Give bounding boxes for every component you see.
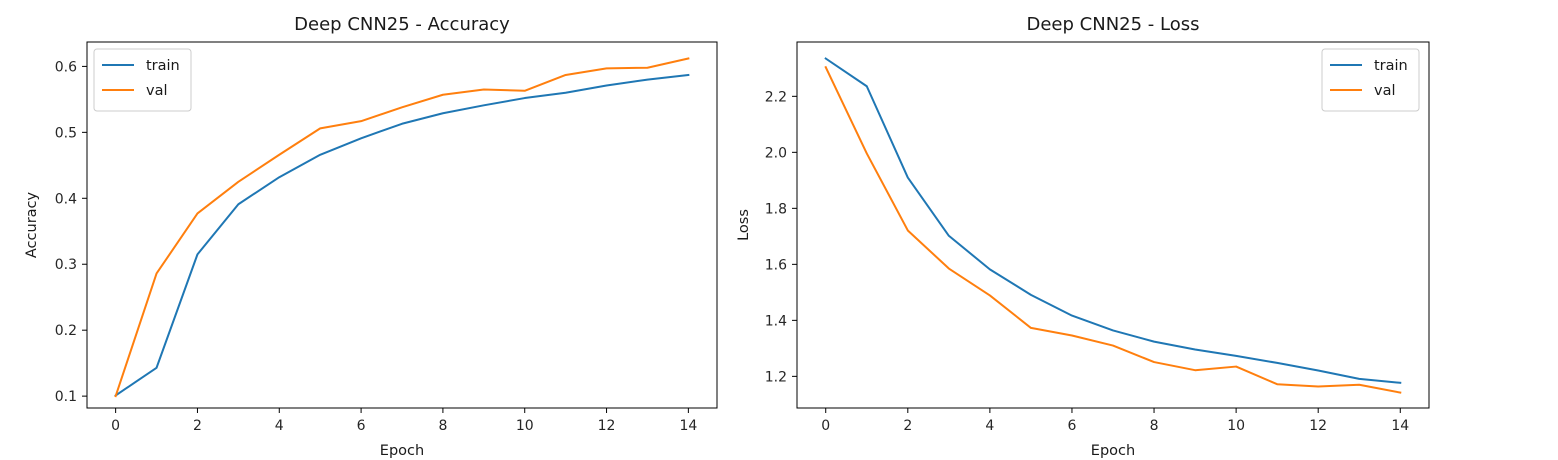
x-tick-label: 14 bbox=[679, 418, 697, 434]
x-tick-label: 8 bbox=[1150, 418, 1159, 434]
y-tick-label: 2.2 bbox=[765, 89, 787, 105]
x-tick-label: 12 bbox=[1309, 418, 1327, 434]
y-tick-label: 0.1 bbox=[55, 389, 77, 405]
accuracy-chart: 0 2 4 6 8 10 12 14 0.1 0.2 0.3 0.4 0.5 0.6 Deep CNN25 … bbox=[24, 14, 718, 459]
y-tick-label: 0.3 bbox=[55, 257, 77, 273]
x-tick-label: 6 bbox=[357, 418, 366, 434]
x-tick-label: 4 bbox=[985, 418, 994, 434]
y-tick-label: 1.6 bbox=[765, 257, 787, 273]
legend-label-train: train bbox=[1374, 58, 1408, 74]
y-axis-label: Loss bbox=[736, 209, 752, 241]
x-tick-label: 2 bbox=[193, 418, 202, 434]
x-tick-label: 0 bbox=[821, 418, 830, 434]
x-axis-label: Epoch bbox=[380, 443, 424, 459]
y-tick-label: 0.2 bbox=[55, 323, 77, 339]
x-axis-label: Epoch bbox=[1091, 443, 1135, 459]
series-line-train bbox=[114, 73, 690, 397]
axes-frame bbox=[796, 41, 1430, 409]
x-tick-label: 4 bbox=[275, 418, 284, 434]
series-line-val bbox=[114, 57, 690, 398]
x-tick-label: 6 bbox=[1068, 418, 1077, 434]
y-tick-label: 0.6 bbox=[55, 59, 77, 75]
chart-title: Deep CNN25 - Loss bbox=[1027, 14, 1200, 35]
x-tick-label: 12 bbox=[598, 418, 616, 434]
legend-label-val: val bbox=[1374, 83, 1396, 99]
loss-chart: 0 2 4 6 8 10 12 14 1.2 1.4 1.6 1.8 2.0 2.2 Deep CNN25 … bbox=[736, 14, 1430, 459]
y-tick-label: 1.2 bbox=[765, 369, 787, 385]
x-tick-label: 14 bbox=[1391, 418, 1409, 434]
x-tick-label: 10 bbox=[1227, 418, 1245, 434]
legend: train val bbox=[1321, 48, 1420, 112]
y-tick-label: 0.4 bbox=[55, 191, 77, 207]
chart-title: Deep CNN25 - Accuracy bbox=[294, 14, 510, 35]
legend-label-val: val bbox=[146, 83, 168, 99]
series-line-train bbox=[824, 57, 1402, 384]
x-tick-label: 0 bbox=[111, 418, 120, 434]
y-tick-label: 1.4 bbox=[765, 313, 787, 329]
x-tick-label: 10 bbox=[516, 418, 534, 434]
y-tick-label: 2.0 bbox=[765, 145, 787, 161]
y-tick-label: 1.8 bbox=[765, 201, 787, 217]
legend-label-train: train bbox=[146, 58, 180, 74]
x-tick-label: 8 bbox=[438, 418, 447, 434]
y-axis-label: Accuracy bbox=[24, 191, 40, 258]
series-line-val bbox=[824, 65, 1402, 394]
legend: train val bbox=[93, 48, 192, 112]
x-tick-label: 2 bbox=[903, 418, 912, 434]
axes-frame bbox=[86, 41, 718, 409]
y-tick-label: 0.5 bbox=[55, 125, 77, 141]
